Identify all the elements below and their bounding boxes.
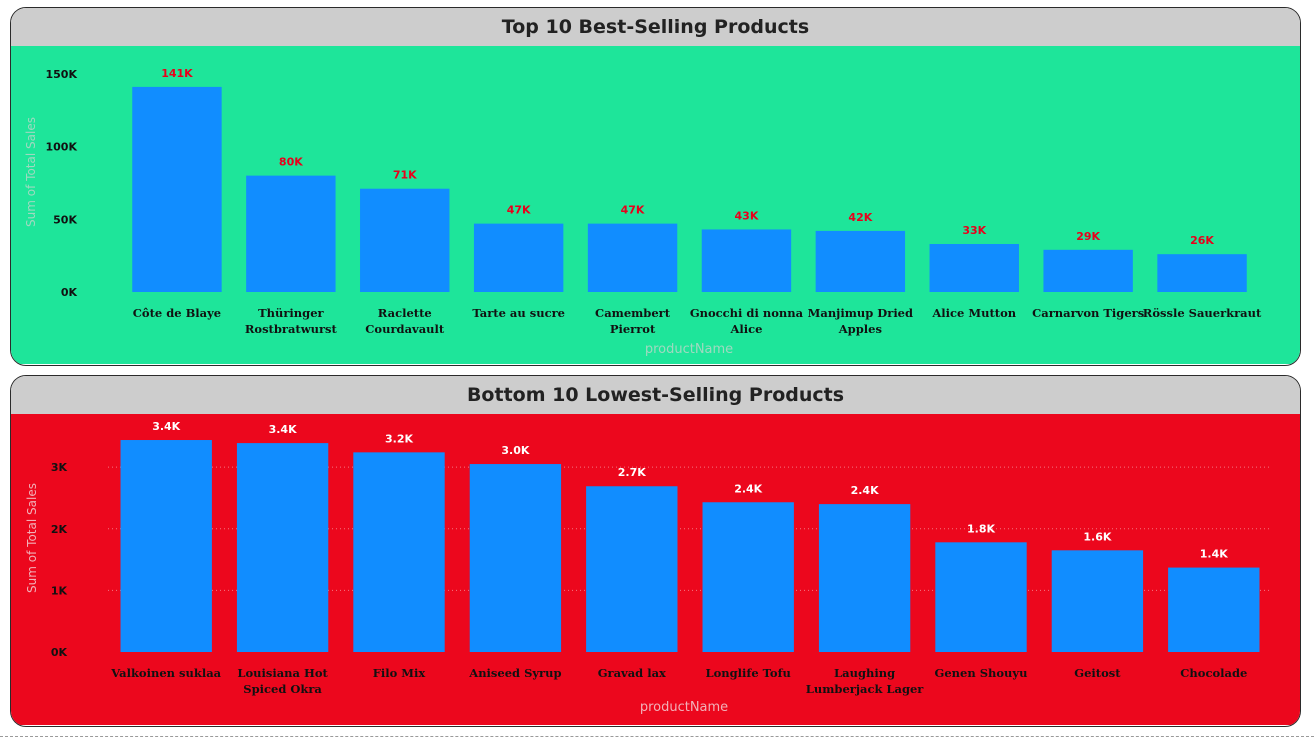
bar: [1157, 254, 1247, 292]
data-label: 2.4K: [851, 484, 879, 497]
x-tick-label: Filo Mix: [373, 666, 426, 680]
bar: [1168, 567, 1260, 652]
data-label: 3.2K: [385, 432, 413, 445]
x-tick-label: Tarte au sucre: [472, 306, 565, 320]
y-axis-title: Sum of Total Sales: [25, 483, 39, 593]
bar: [120, 440, 212, 652]
x-tick-label: Alice Mutton: [931, 306, 1016, 320]
data-label: 33K: [962, 224, 986, 237]
y-tick-label: 2K: [51, 523, 68, 536]
bar: [1051, 550, 1144, 652]
y-axis-title: Sum of Total Sales: [24, 117, 38, 227]
data-label: 29K: [1076, 230, 1100, 243]
x-tick-label: Pierrot: [610, 322, 656, 336]
data-label: 1.8K: [967, 522, 995, 535]
data-label: 80K: [279, 156, 303, 169]
bottom-products-card: Bottom 10 Lowest-Selling Products 0K 1K 2K…: [10, 375, 1301, 727]
data-label: 1.6K: [1083, 530, 1111, 543]
data-label: 3.4K: [269, 423, 297, 436]
data-label: 2.7K: [618, 466, 646, 479]
x-tick-label: Aniseed Syrup: [468, 666, 561, 680]
x-tick-label: Gnocchi di nonna: [690, 306, 804, 320]
y-tick-label: 3K: [51, 461, 68, 474]
x-tick-label: Gravad lax: [598, 666, 666, 680]
data-label: 47K: [621, 204, 645, 217]
bar: [246, 175, 336, 292]
top-products-title: Top 10 Best-Selling Products: [11, 8, 1300, 46]
x-tick-label: Chocolade: [1180, 666, 1247, 680]
data-label: 3.4K: [152, 420, 180, 433]
bar: [469, 464, 562, 652]
x-tick-label: Courdavault: [365, 322, 445, 336]
x-axis-title: productName: [640, 700, 728, 715]
data-label: 47K: [507, 204, 531, 217]
page-divider: [0, 736, 1314, 737]
x-tick-label: Laughing: [834, 666, 895, 680]
x-tick-label: Valkoinen suklaa: [110, 666, 221, 680]
bar: [929, 244, 1019, 292]
data-label: 71K: [393, 169, 417, 182]
y-tick-label: 100K: [46, 141, 78, 154]
x-tick-label: Camembert: [595, 306, 671, 320]
x-tick-label: Longlife Tofu: [706, 666, 791, 680]
data-label: 42K: [848, 211, 872, 224]
bar: [818, 504, 911, 652]
data-label: 3.0K: [501, 444, 529, 457]
x-tick-label: Genen Shouyu: [935, 666, 1028, 680]
bar: [702, 502, 794, 652]
y-tick-label: 0K: [51, 646, 68, 659]
x-tick-label: Louisiana Hot: [237, 666, 328, 680]
x-tick-label: Rostbratwurst: [245, 322, 338, 336]
x-tick-label: Raclette: [378, 306, 432, 320]
bar: [587, 223, 678, 292]
bar: [815, 230, 906, 292]
bar: [360, 188, 450, 292]
x-tick-label: Côte de Blaye: [133, 306, 221, 320]
top-products-bar-chart: 0K 50K 100K 150K Sum of Total Sales 141K Côte …: [11, 46, 1300, 364]
bar: [236, 443, 329, 652]
data-label: 43K: [735, 209, 759, 222]
x-tick-label: Spiced Okra: [243, 682, 322, 696]
x-tick-label: Carnarvon Tigers: [1032, 306, 1144, 320]
bar: [1043, 249, 1133, 292]
bottom-products-title: Bottom 10 Lowest-Selling Products: [11, 376, 1300, 414]
data-label: 141K: [161, 67, 193, 80]
x-tick-label: Thüringer: [258, 306, 324, 320]
bar: [132, 86, 222, 292]
bar: [586, 486, 678, 652]
x-axis-title: productName: [645, 342, 733, 357]
x-tick-label: Lumberjack Lager: [806, 682, 925, 696]
bar: [935, 542, 1027, 652]
data-label: 1.4K: [1200, 548, 1228, 561]
bar: [353, 452, 445, 652]
x-tick-label: Apples: [838, 322, 882, 336]
x-tick-label: Geitost: [1074, 666, 1121, 680]
data-label: 26K: [1190, 234, 1214, 247]
data-label: 2.4K: [734, 482, 762, 495]
x-tick-label: Alice: [729, 322, 762, 336]
y-tick-label: 1K: [51, 584, 68, 597]
y-tick-label: 50K: [53, 213, 77, 226]
bottom-products-bar-chart: 0K 1K 2K 3K Sum of Total Sales 3.4K Valkoinen …: [11, 414, 1300, 725]
bar: [473, 223, 564, 292]
x-tick-label: Manjimup Dried: [808, 306, 913, 320]
x-tick-label: Rössle Sauerkraut: [1143, 306, 1262, 320]
y-tick-label: 150K: [46, 68, 78, 81]
y-tick-label: 0K: [61, 286, 78, 299]
top-products-card: Top 10 Best-Selling Products 0K 50K 100K 15…: [10, 7, 1301, 366]
plot-background: [11, 46, 1300, 364]
bar: [701, 229, 792, 292]
